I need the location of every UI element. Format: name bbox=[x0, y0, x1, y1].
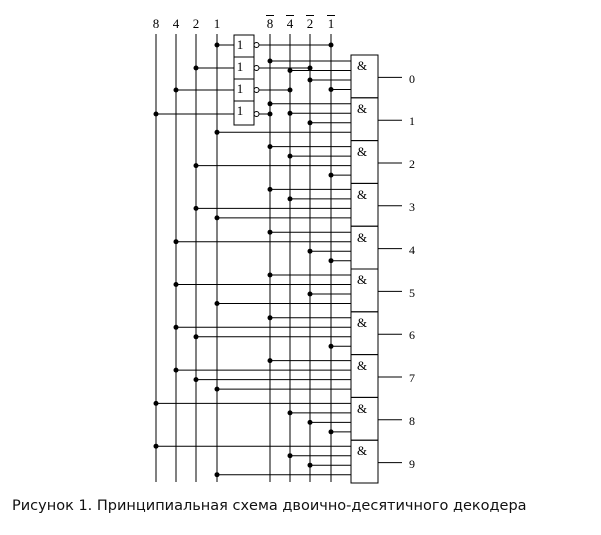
junction-dot bbox=[153, 400, 159, 406]
junction-dot bbox=[307, 248, 313, 254]
input-label-1: 1 bbox=[214, 16, 221, 31]
input-label-2: 2 bbox=[193, 16, 200, 31]
gate-symbol-1: & bbox=[357, 101, 367, 116]
junction-dot bbox=[307, 120, 313, 126]
output-label-1: 1 bbox=[409, 114, 415, 128]
output-label-8: 8 bbox=[409, 414, 415, 428]
inverter-bubble bbox=[253, 111, 260, 117]
junction-dot bbox=[153, 443, 159, 449]
junction-dot bbox=[287, 68, 293, 73]
gate-symbol-3: & bbox=[357, 187, 367, 202]
and-gate-9 bbox=[350, 439, 379, 484]
inverter-block bbox=[233, 34, 260, 126]
junction-dot bbox=[214, 129, 220, 135]
output-label-7: 7 bbox=[409, 371, 415, 385]
junction-dot bbox=[307, 419, 313, 425]
inverted-input-label-1: 1 bbox=[328, 16, 335, 31]
inverter-symbol-1: 1 bbox=[237, 37, 244, 52]
junction-dot bbox=[267, 101, 273, 107]
figure-caption: Рисунок 1. Принципиальная схема двоично-… bbox=[12, 498, 527, 514]
junction-dot bbox=[173, 324, 179, 330]
inverted-input-label-4: 4 bbox=[287, 16, 294, 31]
junction-dot bbox=[267, 111, 273, 117]
junction-dot bbox=[328, 87, 334, 92]
junction-dot bbox=[153, 111, 159, 117]
output-label-5: 5 bbox=[409, 286, 415, 300]
inverter-bubble bbox=[253, 42, 260, 48]
output-label-0: 0 bbox=[409, 72, 415, 86]
junction-dot bbox=[267, 186, 273, 192]
junction-dot bbox=[214, 301, 220, 306]
junction-dot bbox=[173, 87, 179, 93]
junction-dot bbox=[307, 65, 313, 71]
junction-dot bbox=[173, 239, 179, 245]
junction-dot bbox=[287, 410, 293, 416]
junction-dot bbox=[267, 358, 273, 364]
gate-symbol-8: & bbox=[357, 401, 367, 416]
output-label-2: 2 bbox=[409, 157, 415, 171]
junction-dot bbox=[214, 42, 220, 48]
inverter-symbol-3: 1 bbox=[237, 81, 244, 96]
inverter-symbol-2: 1 bbox=[237, 59, 244, 74]
junction-dot bbox=[267, 272, 273, 278]
output-label-4: 4 bbox=[409, 243, 415, 257]
gate-symbol-4: & bbox=[357, 230, 367, 245]
gate-symbol-9: & bbox=[357, 443, 367, 458]
inverter-box bbox=[233, 34, 255, 126]
junction-dot bbox=[173, 367, 179, 373]
inverter-symbol-4: 1 bbox=[237, 103, 244, 118]
junction-dot bbox=[328, 429, 334, 435]
output-label-6: 6 bbox=[409, 328, 415, 342]
output-label-3: 3 bbox=[409, 200, 415, 214]
labels: 8 4 2 1 8 4 2 1 1 1 1 1 & & & & & & & & … bbox=[153, 15, 415, 471]
junction-dot bbox=[267, 144, 273, 150]
junction-dot bbox=[193, 377, 199, 383]
wires bbox=[155, 34, 402, 482]
inverted-input-label-2: 2 bbox=[307, 16, 314, 31]
junction-dot bbox=[193, 163, 199, 169]
junction-dot bbox=[287, 87, 293, 93]
gate-symbol-6: & bbox=[357, 315, 367, 330]
junction-dots bbox=[153, 42, 334, 478]
junction-dot bbox=[193, 65, 199, 71]
junction-dot bbox=[287, 453, 293, 459]
junction-dot bbox=[307, 291, 313, 297]
junction-dot bbox=[328, 343, 334, 349]
input-label-8: 8 bbox=[153, 16, 160, 31]
gate-symbol-2: & bbox=[357, 144, 367, 159]
inverter-bubble bbox=[253, 87, 260, 93]
junction-dot bbox=[267, 58, 273, 64]
inverter-bubble bbox=[253, 65, 260, 71]
junction-dot bbox=[214, 386, 220, 392]
junction-dot bbox=[287, 153, 293, 159]
junction-dot bbox=[287, 196, 293, 202]
gate-symbol-0: & bbox=[357, 58, 367, 73]
and-gates bbox=[350, 54, 379, 484]
junction-dot bbox=[193, 334, 199, 340]
junction-dot bbox=[214, 472, 220, 478]
inverted-input-label-8: 8 bbox=[267, 16, 274, 31]
junction-dot bbox=[307, 462, 313, 468]
junction-dot bbox=[307, 77, 313, 83]
input-label-4: 4 bbox=[173, 16, 180, 31]
junction-dot bbox=[267, 229, 273, 235]
junction-dot bbox=[214, 215, 220, 221]
gate-symbol-5: & bbox=[357, 272, 367, 287]
decoder-schematic: 8 4 2 1 8 4 2 1 1 1 1 1 & & & & & & & & … bbox=[153, 15, 415, 484]
junction-dot bbox=[267, 315, 273, 321]
junction-dot bbox=[328, 172, 334, 178]
junction-dot bbox=[193, 205, 199, 211]
junction-dot bbox=[173, 282, 179, 287]
junction-dot bbox=[328, 42, 334, 48]
gate-symbol-7: & bbox=[357, 358, 367, 373]
output-label-9: 9 bbox=[409, 457, 415, 471]
junction-dot bbox=[287, 110, 293, 116]
junction-dot bbox=[328, 258, 334, 264]
